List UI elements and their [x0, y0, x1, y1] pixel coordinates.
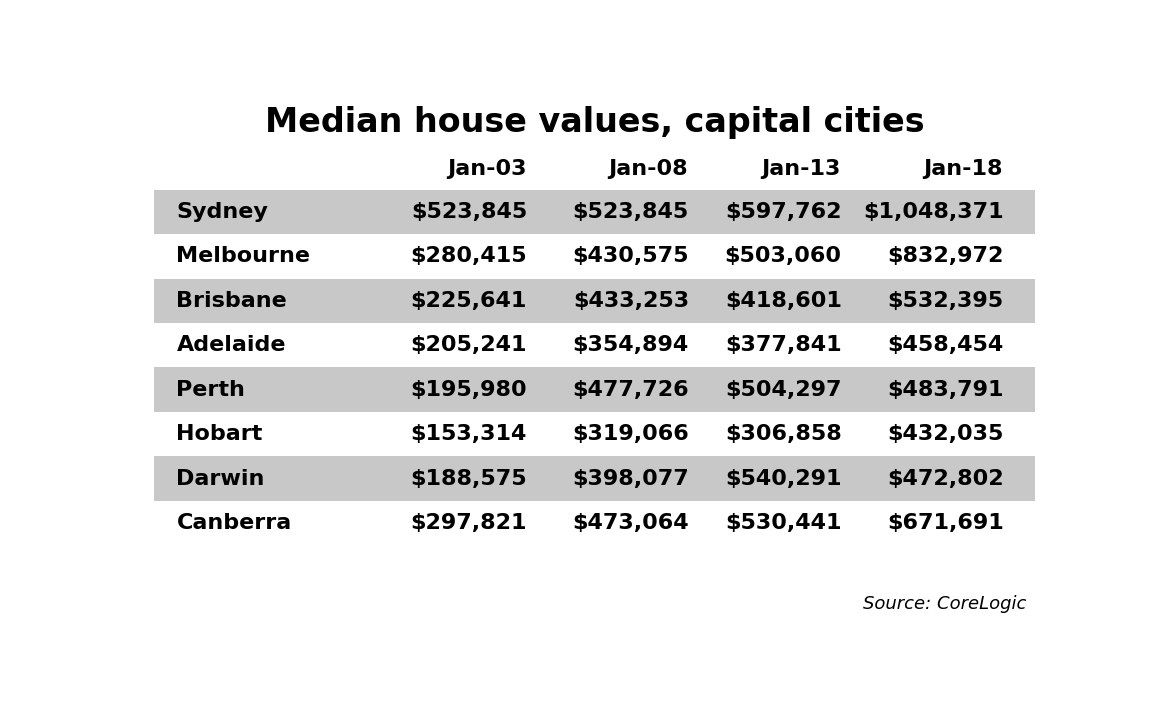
Text: $433,253: $433,253 [573, 291, 689, 310]
Text: Jan-08: Jan-08 [609, 158, 688, 179]
Text: $297,821: $297,821 [411, 513, 527, 533]
Text: $473,064: $473,064 [572, 513, 689, 533]
Text: Hobart: Hobart [176, 424, 263, 444]
Text: Median house values, capital cities: Median house values, capital cities [264, 106, 925, 139]
Text: $1,048,371: $1,048,371 [863, 202, 1003, 222]
Text: $483,791: $483,791 [887, 379, 1003, 400]
Text: $597,762: $597,762 [725, 202, 842, 222]
Text: Canberra: Canberra [176, 513, 291, 533]
Text: $432,035: $432,035 [887, 424, 1003, 444]
Bar [154, 456, 1035, 501]
Bar [154, 189, 1035, 234]
Text: Jan-13: Jan-13 [762, 158, 841, 179]
Text: $472,802: $472,802 [887, 469, 1003, 489]
Text: $188,575: $188,575 [411, 469, 527, 489]
Text: Jan-18: Jan-18 [923, 158, 1003, 179]
Text: Brisbane: Brisbane [176, 291, 288, 310]
Bar [154, 501, 1035, 546]
Text: Source: CoreLogic: Source: CoreLogic [863, 595, 1025, 613]
Text: Adelaide: Adelaide [176, 335, 287, 356]
Text: $306,858: $306,858 [725, 424, 842, 444]
Text: $523,845: $523,845 [411, 202, 527, 222]
Bar [154, 323, 1035, 367]
Text: Jan-03: Jan-03 [447, 158, 527, 179]
Text: Melbourne: Melbourne [176, 246, 311, 266]
Text: $377,841: $377,841 [725, 335, 842, 356]
Bar [154, 279, 1035, 323]
Text: $319,066: $319,066 [572, 424, 689, 444]
Text: $832,972: $832,972 [887, 246, 1003, 266]
Text: $503,060: $503,060 [725, 246, 842, 266]
Text: $354,894: $354,894 [573, 335, 689, 356]
Text: $540,291: $540,291 [725, 469, 842, 489]
Text: $225,641: $225,641 [411, 291, 527, 310]
Text: $458,454: $458,454 [887, 335, 1003, 356]
Text: Perth: Perth [176, 379, 246, 400]
Text: $430,575: $430,575 [572, 246, 689, 266]
Text: $398,077: $398,077 [572, 469, 689, 489]
Text: $504,297: $504,297 [725, 379, 842, 400]
Text: Darwin: Darwin [176, 469, 264, 489]
Text: $530,441: $530,441 [725, 513, 842, 533]
Text: $671,691: $671,691 [886, 513, 1003, 533]
Text: $477,726: $477,726 [572, 379, 689, 400]
Text: $532,395: $532,395 [887, 291, 1003, 310]
Text: $205,241: $205,241 [411, 335, 527, 356]
Bar [154, 412, 1035, 456]
Bar [154, 234, 1035, 279]
Text: $280,415: $280,415 [411, 246, 527, 266]
Text: $153,314: $153,314 [411, 424, 527, 444]
Text: Sydney: Sydney [176, 202, 268, 222]
Text: $195,980: $195,980 [411, 379, 527, 400]
Text: $523,845: $523,845 [573, 202, 689, 222]
Text: $418,601: $418,601 [725, 291, 842, 310]
Bar [154, 367, 1035, 412]
